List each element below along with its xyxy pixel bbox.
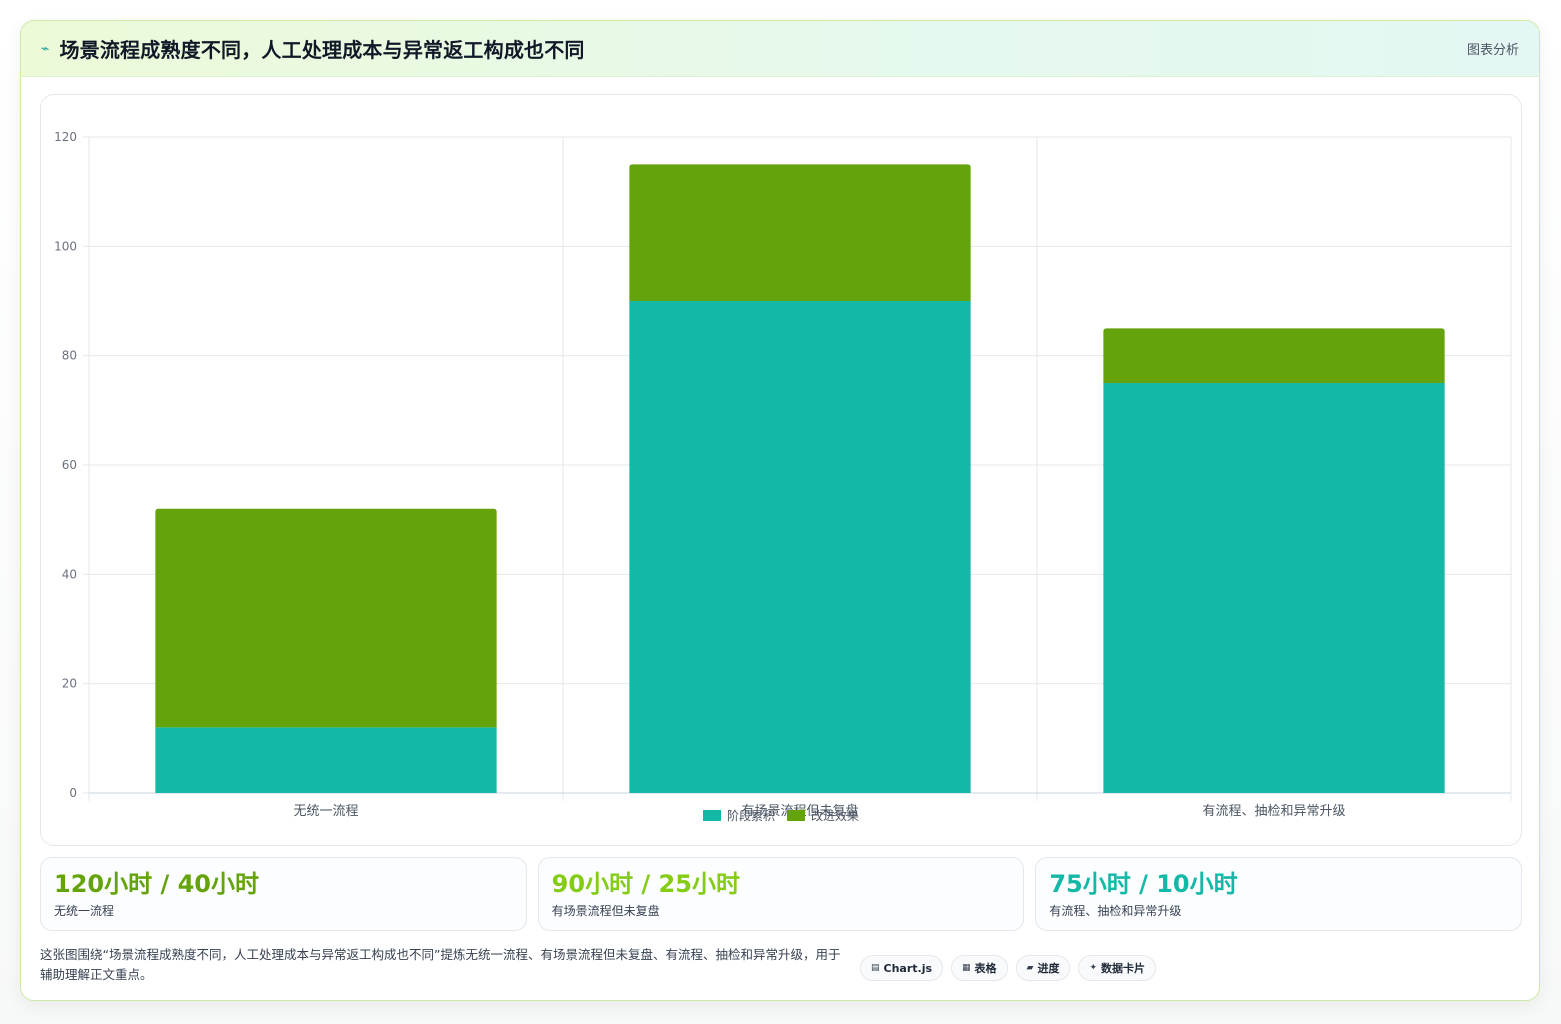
bar-segment [1103, 328, 1445, 383]
bar-segment [155, 727, 497, 793]
legend-label: 改进效果 [811, 809, 860, 823]
card-header: ⌁ 场景流程成熟度不同，人工处理成本与异常返工构成也不同 图表分析 [21, 21, 1539, 77]
legend-label: 阶段累积 [726, 809, 775, 823]
chart-icon: ▤ [871, 963, 880, 973]
progress-icon: ▰ [1026, 963, 1034, 973]
y-tick-label: 80 [62, 349, 77, 363]
page-title: 场景流程成熟度不同，人工处理成本与异常返工构成也不同 [59, 38, 585, 62]
tag-chip[interactable]: ▤ Chart.js [860, 955, 944, 981]
stat-value: 90小时 / 25小时 [551, 870, 740, 898]
tag-list: ▤ Chart.js ▦ 表格 ▰ 进度 ✦ 数据卡片 [860, 955, 1157, 981]
bar-segment [155, 508, 497, 728]
bar-segment [629, 301, 971, 793]
y-tick-label: 20 [62, 677, 77, 691]
y-tick-label: 60 [62, 458, 77, 472]
stat-card: 90小时 / 25小时有场景流程但未复盘 [537, 857, 1025, 931]
stat-card: 120小时 / 40小时无统一流程 [40, 857, 527, 931]
stat-label: 有场景流程但未复盘 [551, 904, 660, 918]
y-tick-label: 40 [62, 567, 77, 581]
stat-value: 75小时 / 10小时 [1049, 870, 1238, 898]
tag-label: 数据卡片 [1101, 962, 1146, 975]
tag-chip[interactable]: ✦ 数据卡片 [1078, 955, 1157, 981]
tag-chip[interactable]: ▦ 表格 [951, 955, 1008, 981]
y-tick-label: 0 [69, 786, 77, 800]
stat-label: 有流程、抽检和异常升级 [1049, 904, 1182, 918]
x-tick-label: 无统一流程 [293, 804, 358, 819]
legend-item[interactable]: 阶段累积 [702, 807, 775, 824]
legend-swatch [702, 810, 721, 821]
bar-chart: 020406080100120无统一流程有场景流程但未复盘有流程、抽检和异常升级 [54, 130, 1512, 819]
table-icon: ▦ [962, 963, 971, 973]
tag-label: 进度 [1037, 962, 1060, 975]
stat-value: 120小时 / 40小时 [54, 870, 259, 898]
x-tick-label: 有流程、抽检和异常升级 [1202, 804, 1345, 819]
stat-label: 无统一流程 [54, 904, 115, 918]
bar-segment [1103, 383, 1445, 793]
chart-legend: 阶段累积 改进效果 [41, 807, 1521, 824]
y-tick-label: 120 [54, 130, 77, 144]
legend-item[interactable]: 改进效果 [787, 807, 859, 824]
tag-label: 表格 [974, 962, 997, 975]
tag-chip[interactable]: ▰ 进度 [1015, 955, 1071, 981]
title-wrap: ⌁ 场景流程成熟度不同，人工处理成本与异常返工构成也不同 [41, 34, 585, 63]
legend-swatch [787, 810, 805, 821]
sparkle-icon: ✦ [1089, 963, 1098, 973]
tag-label: Chart.js [883, 961, 933, 975]
footer-description: 这张图围绕“场景流程成熟度不同，人工处理成本与异常返工构成也不同”提炼无统一流程… [40, 947, 841, 982]
stat-card: 75小时 / 10小时有流程、抽检和异常升级 [1035, 857, 1523, 931]
bar-segment [629, 164, 971, 301]
header-label: 图表分析 [1466, 43, 1519, 58]
stats-row: 120小时 / 40小时 无统一流程 90小时 / 25小时 有场景流程但未复盘 75小… [40, 857, 1523, 931]
chart-trend-icon: ⌁ [41, 40, 50, 57]
chart-panel: 020406080100120无统一流程有场景流程但未复盘有流程、抽检和异常升级… [40, 94, 1522, 846]
y-tick-label: 100 [54, 239, 77, 253]
chart-card: ⌁ 场景流程成熟度不同，人工处理成本与异常返工构成也不同 图表分析 0 20 40 6… [20, 20, 1540, 1001]
footer: 这张图围绕“场景流程成熟度不同，人工处理成本与异常返工构成也不同”提炼无统一流程… [40, 945, 1522, 989]
